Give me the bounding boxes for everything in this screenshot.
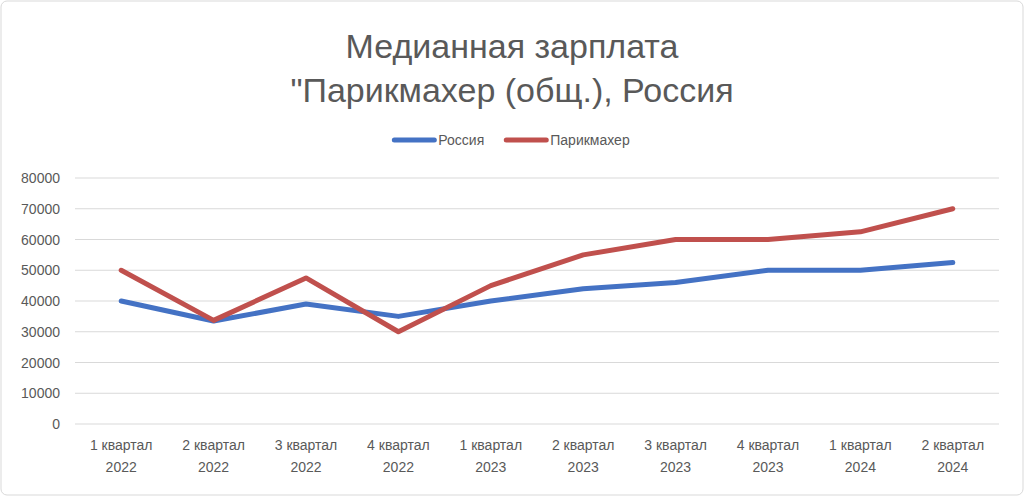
legend-swatch <box>394 138 434 143</box>
x-tick-label-line: 2022 <box>290 459 321 475</box>
y-tick-label: 20000 <box>21 355 60 371</box>
legend: Россия Парикмахер <box>394 132 630 148</box>
x-tick-label-line: 1 квартал <box>460 437 523 453</box>
x-tick-label-line: 2022 <box>383 459 414 475</box>
x-tick-label-line: 2024 <box>845 459 876 475</box>
x-tick-label: 2 квартал 2022 <box>182 437 245 475</box>
x-tick-label: 4 квартал 2022 <box>367 437 430 475</box>
x-tick-label: 2 квартал 2024 <box>922 437 985 475</box>
x-tick-label-line: 2024 <box>937 459 968 475</box>
x-tick-label-line: 1 квартал <box>829 437 892 453</box>
x-tick-label-line: 2022 <box>106 459 137 475</box>
grid-line <box>75 393 999 394</box>
chart-title: "Парикмахер (общ.), Россия <box>290 71 733 109</box>
legend-label: Россия <box>438 132 484 148</box>
x-tick-label: 3 квартал 2023 <box>644 437 707 475</box>
x-tick-label: 1 квартал 2024 <box>829 437 892 475</box>
x-tick-label-line: 2023 <box>568 459 599 475</box>
x-tick-label-line: 2023 <box>752 459 783 475</box>
x-tick-label-line: 2023 <box>660 459 691 475</box>
x-tick-label: 2 квартал 2023 <box>552 437 615 475</box>
x-tick-label: 1 квартал 2022 <box>90 437 153 475</box>
grid-line <box>75 178 999 179</box>
chart: Медианная зарплата "Парикмахер (общ.), Ро… <box>0 0 1024 496</box>
x-tick-label-line: 4 квартал <box>367 437 430 453</box>
plot-area <box>121 209 953 332</box>
grid-line <box>75 424 999 425</box>
x-tick-label: 3 квартал 2022 <box>275 437 338 475</box>
grid-line <box>75 331 999 332</box>
grid-line <box>75 301 999 302</box>
x-tick-label: 1 квартал 2023 <box>460 437 523 475</box>
x-tick-label-line: 3 квартал <box>644 437 707 453</box>
y-tick-label: 10000 <box>21 385 60 401</box>
x-tick-label-line: 2 квартал <box>922 437 985 453</box>
x-tick-label-line: 2 квартал <box>552 437 615 453</box>
legend-label: Парикмахер <box>550 132 630 148</box>
series-line <box>121 209 953 332</box>
x-tick-label-line: 2022 <box>198 459 229 475</box>
x-tick-label: 4 квартал 2023 <box>737 437 800 475</box>
y-tick-label: 50000 <box>21 262 60 278</box>
y-tick-label: 30000 <box>21 324 60 340</box>
y-tick-label: 60000 <box>21 232 60 248</box>
y-tick-label: 40000 <box>21 293 60 309</box>
x-tick-label-line: 2 квартал <box>182 437 245 453</box>
x-tick-label-line: 1 квартал <box>90 437 153 453</box>
grid-line <box>75 208 999 209</box>
y-tick-label: 80000 <box>21 170 60 186</box>
y-tick-label: 0 <box>52 416 60 432</box>
y-tick-label: 70000 <box>21 201 60 217</box>
grid-line <box>75 239 999 240</box>
legend-swatch <box>506 138 546 143</box>
chart-frame <box>1 1 1023 495</box>
x-tick-label-line: 4 квартал <box>737 437 800 453</box>
chart-title: Медианная зарплата <box>346 27 679 65</box>
x-tick-label-line: 2023 <box>475 459 506 475</box>
x-tick-label-line: 3 квартал <box>275 437 338 453</box>
grid-line <box>75 362 999 363</box>
